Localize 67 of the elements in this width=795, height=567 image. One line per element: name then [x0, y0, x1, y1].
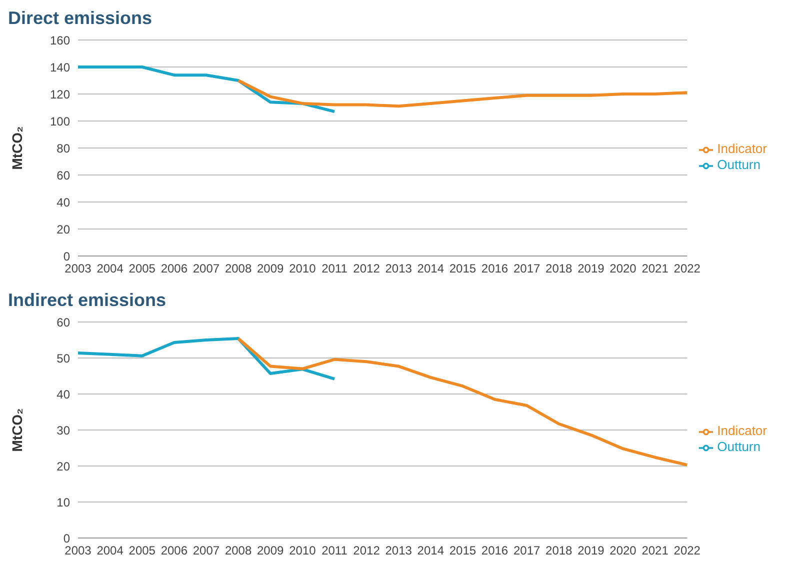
line-series — [236, 337, 689, 466]
x-tick-label: 2017 — [513, 262, 540, 276]
legend-label: Outturn — [717, 157, 760, 172]
x-tick-label: 2020 — [610, 544, 637, 558]
x-tick-label: 2012 — [353, 544, 380, 558]
x-tick-label: 2010 — [289, 262, 316, 276]
y-tick-label: 60 — [56, 315, 70, 330]
x-tick-label: 2015 — [449, 544, 476, 558]
y-tick-label: 140 — [50, 60, 70, 74]
x-tick-label: 2020 — [610, 262, 637, 276]
x-tick-label: 2021 — [642, 544, 669, 558]
legend-label: Indicator — [717, 141, 767, 156]
y-tick-label: 30 — [56, 423, 70, 438]
x-tick-label: 2004 — [96, 544, 124, 558]
y-tick-label: 40 — [56, 387, 70, 402]
y-tick-label: 60 — [56, 168, 70, 182]
x-tick-label: 2022 — [674, 262, 701, 276]
y-tick-label: 50 — [56, 351, 70, 366]
x-tick-label: 2018 — [546, 262, 573, 276]
x-tick-label: 2013 — [385, 262, 412, 276]
y-tick-label: 0 — [63, 249, 70, 264]
x-tick-label: 2007 — [192, 544, 220, 558]
y-tick-label: 20 — [56, 222, 70, 236]
chart-title: Indirect emissions — [8, 290, 168, 312]
x-tick-label: 2022 — [674, 544, 701, 558]
x-tick-label: 2009 — [257, 544, 284, 558]
x-tick-label: 2013 — [385, 544, 412, 558]
y-axis-title: MtCO₂ — [9, 408, 25, 452]
x-tick-label: 2010 — [289, 544, 316, 558]
y-tick-label: 100 — [50, 114, 70, 128]
x-tick-label: 2018 — [546, 544, 573, 558]
y-axis-title: MtCO₂ — [9, 126, 25, 170]
x-tick-label: 2014 — [417, 262, 444, 276]
x-tick-label: 2016 — [481, 262, 508, 276]
y-tick-label: 40 — [56, 195, 70, 210]
y-tick-label: 20 — [56, 459, 70, 474]
x-tick-label: 2006 — [160, 544, 188, 558]
line-series — [236, 79, 689, 108]
x-tick-label: 2009 — [257, 262, 284, 276]
x-tick-label: 2006 — [160, 262, 188, 276]
x-tick-label: 2008 — [224, 544, 252, 558]
y-tick-label: 0 — [63, 531, 70, 546]
x-tick-label: 2008 — [224, 262, 252, 276]
y-tick-label: 160 — [50, 33, 70, 48]
y-tick-label: 10 — [56, 495, 70, 510]
x-tick-label: 2014 — [417, 544, 444, 558]
legend-label: Indicator — [717, 423, 767, 438]
legend-label: Outturn — [717, 439, 760, 454]
line-series — [76, 337, 336, 380]
x-tick-label: 2003 — [64, 544, 92, 558]
x-tick-label: 2007 — [192, 262, 220, 276]
x-tick-label: 2011 — [322, 262, 348, 276]
x-tick-label: 2021 — [642, 262, 669, 276]
x-tick-label: 2016 — [481, 544, 508, 558]
x-tick-label: 2005 — [128, 544, 156, 558]
x-tick-label: 2019 — [578, 544, 605, 558]
x-tick-label: 2003 — [64, 262, 92, 276]
x-tick-label: 2012 — [353, 262, 380, 276]
x-tick-label: 2011 — [322, 544, 348, 558]
x-tick-label: 2005 — [128, 262, 156, 276]
x-tick-label: 2019 — [578, 262, 605, 276]
x-tick-label: 2015 — [449, 262, 476, 276]
x-tick-label: 2017 — [513, 544, 540, 558]
y-tick-label: 80 — [56, 141, 70, 156]
y-tick-label: 120 — [50, 87, 70, 102]
x-tick-label: 2004 — [96, 262, 124, 276]
chart-title: Direct emissions — [8, 8, 154, 30]
